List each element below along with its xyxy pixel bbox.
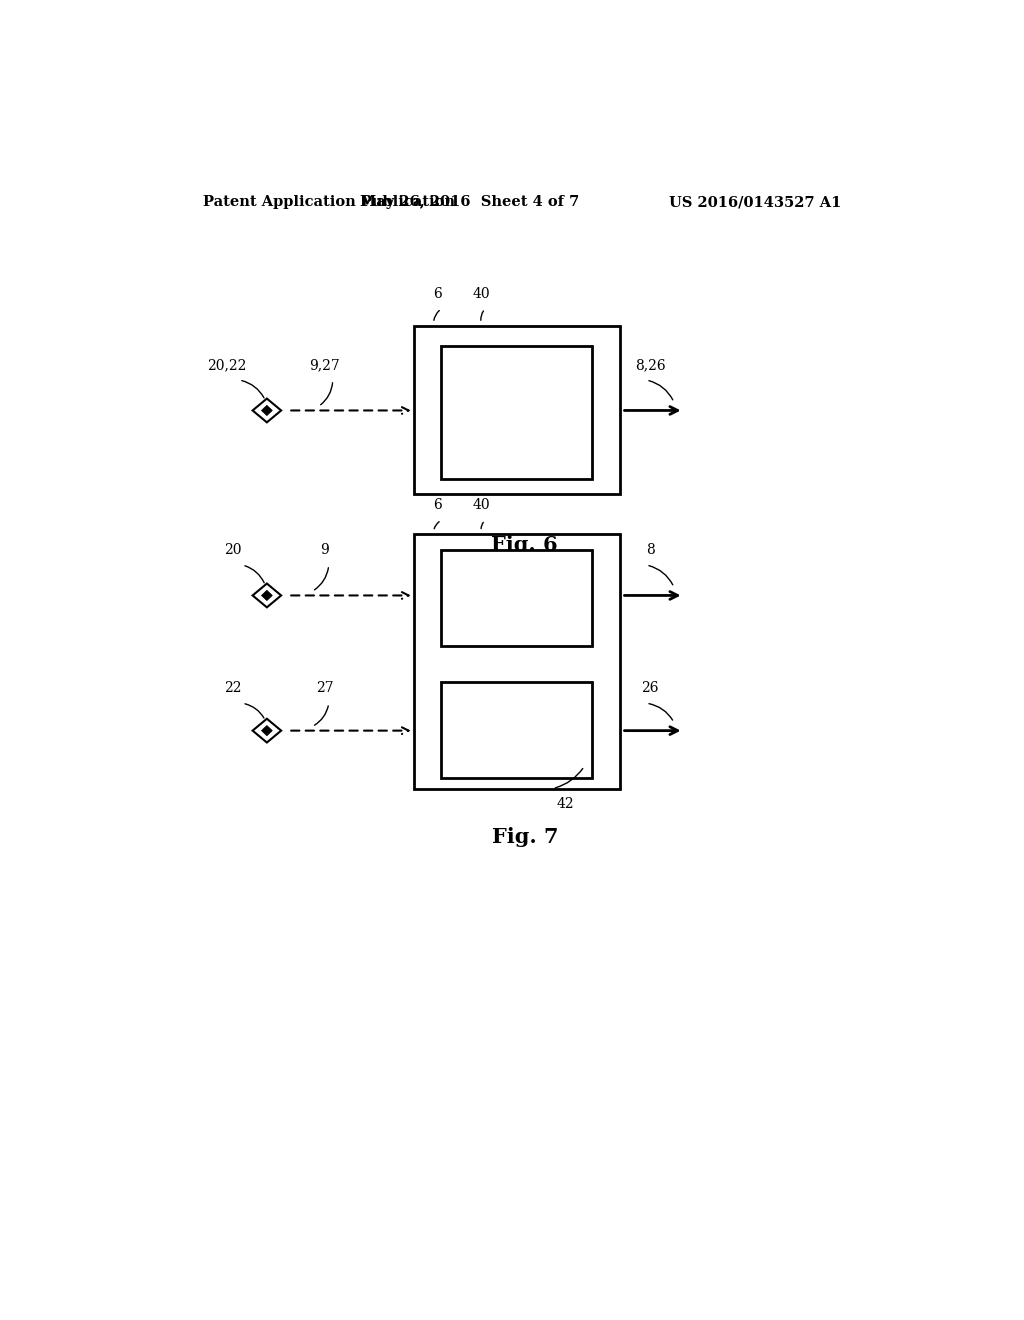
Text: 20,22: 20,22: [208, 358, 247, 372]
Text: 9,27: 9,27: [309, 358, 340, 372]
Text: 40: 40: [472, 498, 489, 512]
Text: 20: 20: [224, 543, 242, 557]
Bar: [441, 682, 592, 779]
Text: 6: 6: [433, 498, 442, 512]
Text: Patent Application Publication: Patent Application Publication: [204, 195, 456, 209]
Polygon shape: [253, 719, 282, 743]
Text: US 2016/0143527 A1: US 2016/0143527 A1: [669, 195, 841, 209]
Bar: [441, 346, 592, 479]
Text: 8: 8: [646, 543, 654, 557]
Polygon shape: [261, 590, 272, 601]
Text: 6: 6: [433, 286, 442, 301]
Polygon shape: [253, 583, 282, 607]
Polygon shape: [261, 405, 272, 416]
Bar: [414, 326, 620, 494]
Text: 42: 42: [557, 797, 574, 810]
Polygon shape: [253, 399, 282, 422]
Bar: [441, 549, 592, 647]
Text: 27: 27: [316, 681, 334, 696]
Polygon shape: [261, 726, 272, 735]
Text: 8,26: 8,26: [635, 358, 666, 372]
Text: 26: 26: [641, 681, 658, 696]
Text: Fig. 6: Fig. 6: [492, 535, 558, 554]
Text: Fig. 7: Fig. 7: [492, 828, 558, 847]
Text: 22: 22: [224, 681, 242, 696]
Text: May 26, 2016  Sheet 4 of 7: May 26, 2016 Sheet 4 of 7: [359, 195, 579, 209]
Bar: [414, 535, 620, 788]
Text: 40: 40: [472, 286, 489, 301]
Text: 9: 9: [321, 543, 329, 557]
